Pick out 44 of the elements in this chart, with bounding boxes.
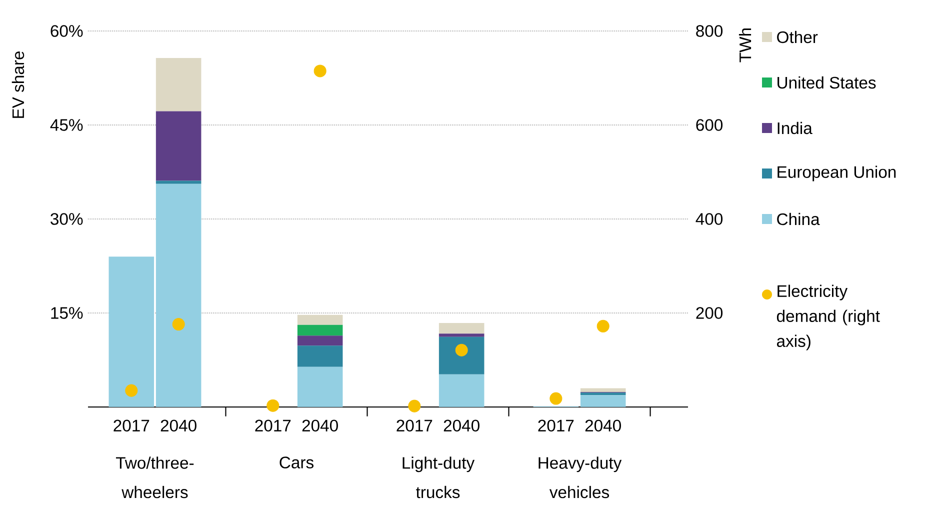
y-axis-title: EV share: [12, 51, 24, 118]
legend-label: Other: [777, 30, 818, 44]
x-tick-label: 2040: [160, 420, 196, 432]
bar: [580, 395, 626, 407]
bar: [156, 184, 202, 407]
bar: [438, 374, 484, 407]
bar: [297, 324, 343, 336]
bar: [156, 58, 202, 112]
bar: [580, 392, 626, 396]
bar: [156, 111, 202, 181]
legend-label: China: [777, 212, 820, 226]
y2-tick-label: 200: [696, 307, 723, 319]
y2-tick-label: 600: [696, 119, 723, 131]
text: Two/three-wheelers: [116, 456, 194, 498]
bar: [297, 336, 343, 346]
legend-label: European Union: [778, 166, 896, 182]
y-tick-label: 30%: [50, 213, 83, 225]
legend-label: Electricity demand (right axis): [776, 284, 880, 350]
y2-axis-title: TWh: [738, 28, 752, 62]
bar: [438, 323, 484, 334]
x-tick-label: 2040: [444, 420, 480, 432]
y2-tick-label: 800: [696, 25, 723, 37]
bar: [438, 334, 484, 337]
y2-tick-label: 400: [696, 213, 723, 225]
x-tick-label: 2017: [114, 420, 150, 432]
x-tick-label: 2040: [302, 420, 338, 432]
legend-label: India: [778, 122, 812, 134]
text: Cars: [280, 456, 314, 468]
text: Light-duty trucks: [402, 456, 475, 498]
legend-label: United States: [778, 76, 876, 89]
x-tick-label: 2017: [396, 420, 432, 432]
text: Heavy-duty vehicles: [538, 456, 622, 498]
bar: [438, 336, 484, 374]
x-tick-label: 2040: [585, 420, 621, 432]
bar: [297, 314, 343, 325]
bar: [156, 180, 202, 184]
x-tick-label: 2017: [538, 420, 574, 432]
bar: [297, 346, 343, 367]
y-tick-label: 45%: [50, 119, 83, 131]
y-tick-label: 15%: [51, 307, 83, 319]
y-tick-label: 60%: [50, 25, 83, 37]
x-tick-label: 2017: [255, 420, 291, 432]
bar: [580, 388, 626, 392]
bar: [297, 366, 343, 407]
